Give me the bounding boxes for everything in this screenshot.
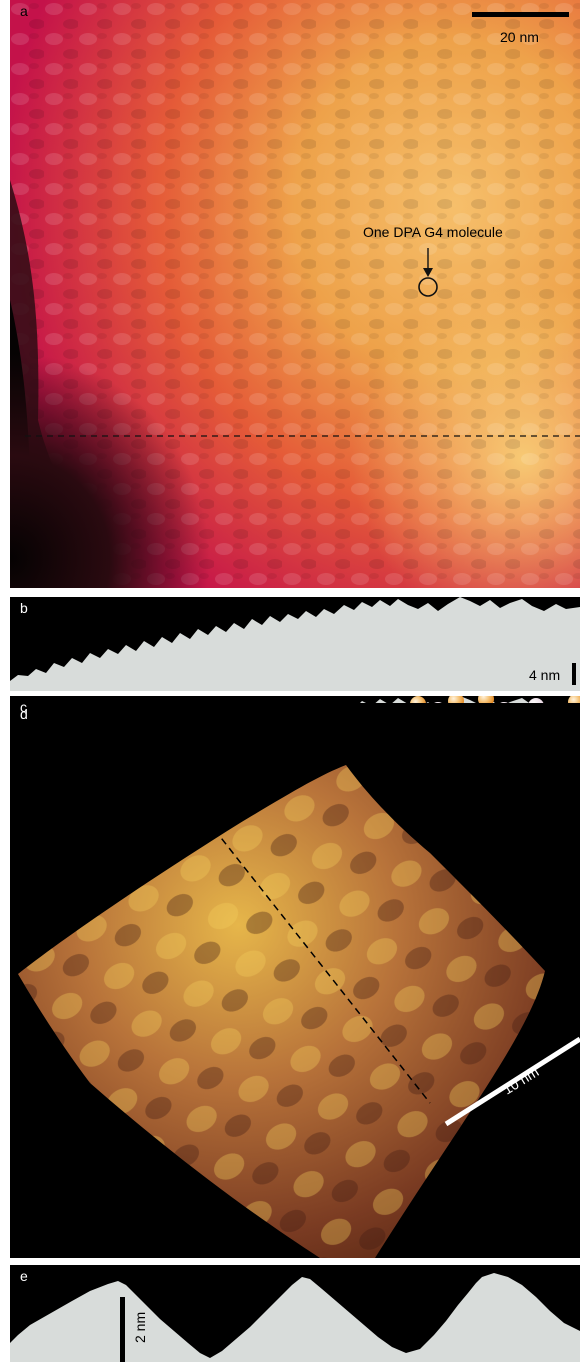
scale-bar xyxy=(444,1036,580,1127)
panel-label: b xyxy=(20,600,28,616)
molecule-annotation: One DPA G4 molecule xyxy=(363,224,503,240)
molecule-circle xyxy=(418,277,438,297)
panel-label: a xyxy=(20,3,28,19)
profile-line xyxy=(191,800,431,1104)
panel-label: c xyxy=(20,699,27,715)
scale-bar xyxy=(472,12,569,17)
panel-e: e 2 nm xyxy=(10,1265,580,1362)
panel-b: b 4 nm xyxy=(10,597,580,691)
panel-d: d 10 nm xyxy=(10,703,580,1258)
3d-surface-d xyxy=(18,765,580,1258)
height-profile-b xyxy=(10,597,580,691)
scale-bar xyxy=(572,663,576,685)
scale-bar xyxy=(120,1297,125,1362)
scale-bar-label: 20 nm xyxy=(500,29,539,45)
height-profile-e xyxy=(10,1273,580,1362)
stm-image xyxy=(10,0,580,588)
panel-a: a 20 nm One DPA G4 molecule xyxy=(10,0,580,588)
scale-bar-label: 4 nm xyxy=(529,667,561,683)
panel-label: e xyxy=(20,1268,28,1284)
scale-bar-label: 2 nm xyxy=(132,1311,148,1343)
panel-label: d xyxy=(20,706,28,722)
